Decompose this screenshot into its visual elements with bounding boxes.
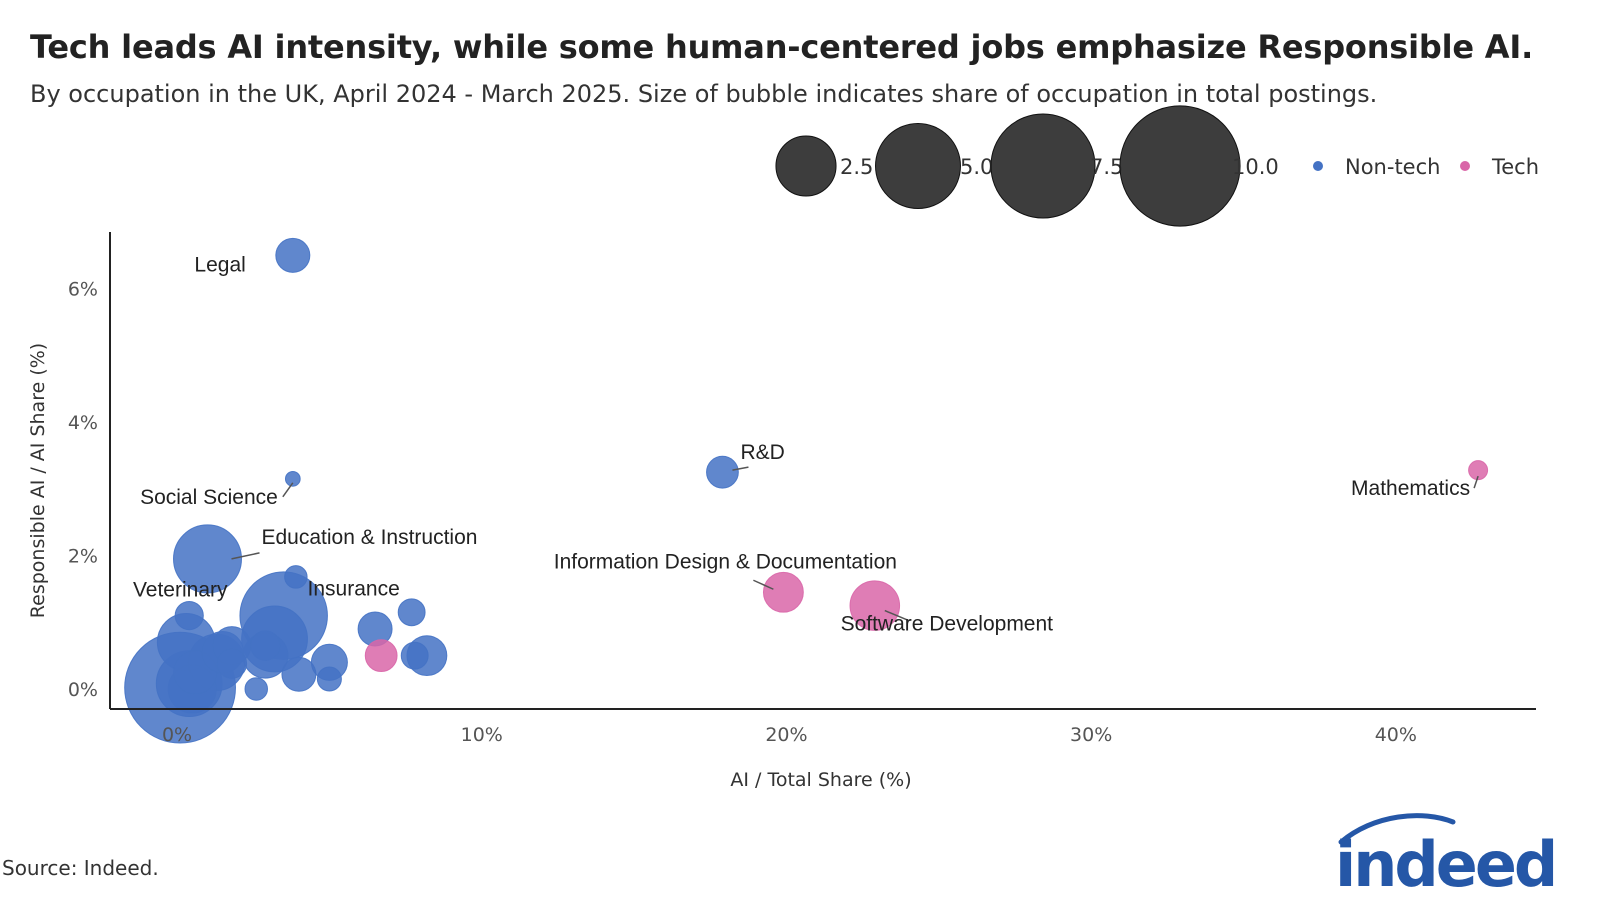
- bubble-r-d: [706, 455, 739, 489]
- leader-line-r-d: [732, 466, 749, 471]
- y-tick-label: 6%: [68, 279, 98, 301]
- bubble-information-design-documentation: [762, 571, 804, 613]
- x-tick-label: 10%: [461, 724, 503, 746]
- point-label-education-instruction: Education & Instruction: [262, 526, 478, 549]
- y-tick-label: 0%: [68, 679, 98, 701]
- point-label-r-d: R&D: [740, 441, 784, 464]
- indeed-logo: indeed: [1335, 813, 1555, 892]
- bubble-point: [281, 656, 317, 692]
- legend-size-label: 7.5: [1090, 155, 1123, 179]
- svg-text:indeed: indeed: [1335, 828, 1555, 892]
- y-axis-title: Responsible AI / AI Share (%): [27, 343, 49, 618]
- leader-line-social-science: [282, 482, 294, 498]
- y-tick-label: 4%: [68, 412, 98, 434]
- y-tick-label: 2%: [68, 546, 98, 568]
- point-label-veterinary: Veterinary: [133, 579, 228, 602]
- legend-size-circle: [775, 135, 837, 197]
- chart-title: Tech leads AI intensity, while some huma…: [30, 28, 1534, 66]
- leader-line-information-design-documentation: [753, 579, 774, 590]
- bubble-point: [250, 630, 281, 661]
- bubble-veterinary: [174, 601, 204, 631]
- leader-line-mathematics: [1473, 475, 1479, 489]
- bubble-point: [284, 565, 308, 589]
- legend-color-dot-non-tech: [1313, 161, 1323, 171]
- legend-size-label: 10.0: [1232, 155, 1279, 179]
- leader-line-education-instruction: [231, 552, 260, 560]
- label-layer: Legal Social Science R&D Mathematics Educati…: [133, 253, 1479, 636]
- legend-size-circle: [990, 113, 1096, 219]
- point-label-legal: Legal: [194, 253, 245, 276]
- bubble-point: [397, 598, 426, 627]
- axes: 0% 10% 20% 30% 40% 0% 2% 4% 6% AI / Total Share (…: [27, 232, 1536, 791]
- bubble-point: [316, 666, 342, 692]
- x-tick-label: 40%: [1375, 724, 1417, 746]
- point-label-insurance: Insurance: [308, 578, 400, 601]
- legend-color-label: Non-tech: [1345, 155, 1440, 179]
- bubble-education-instruction: [173, 524, 242, 594]
- x-tick-label: 0%: [162, 724, 192, 746]
- source-note: Source: Indeed.: [2, 856, 159, 880]
- bubble-social-science: [284, 470, 301, 487]
- point-label-software-development: Software Development: [841, 613, 1054, 636]
- bubble-point: [364, 639, 398, 673]
- legend-size-label: 2.5: [840, 155, 873, 179]
- point-label-information-design-documentation: Information Design & Documentation: [554, 550, 897, 573]
- legend-color-dot-tech: [1460, 161, 1470, 171]
- bubble-legal: [275, 237, 311, 273]
- x-tick-label: 20%: [765, 724, 807, 746]
- legend: 2.5 5.0 7.5 10.0 Non-tech Tech: [775, 105, 1539, 227]
- bubble-point: [400, 641, 429, 670]
- chart-subtitle: By occupation in the UK, April 2024 - Ma…: [30, 80, 1378, 108]
- legend-size-circle: [1119, 105, 1241, 227]
- legend-color-label: Tech: [1491, 155, 1539, 179]
- legend-size-label: 5.0: [960, 155, 993, 179]
- bubble-point: [244, 677, 268, 701]
- leader-line-software-development: [884, 609, 910, 622]
- point-label-social-science: Social Science: [140, 486, 278, 509]
- legend-size-circle: [875, 123, 961, 209]
- bubble-point: [216, 648, 248, 679]
- bubble-mathematics: [1468, 460, 1489, 481]
- bubble-software-development: [849, 580, 901, 631]
- x-axis-title: AI / Total Share (%): [730, 769, 911, 791]
- bubble-layer: [124, 237, 1489, 744]
- point-label-mathematics: Mathematics: [1351, 477, 1470, 500]
- x-tick-label: 30%: [1070, 724, 1112, 746]
